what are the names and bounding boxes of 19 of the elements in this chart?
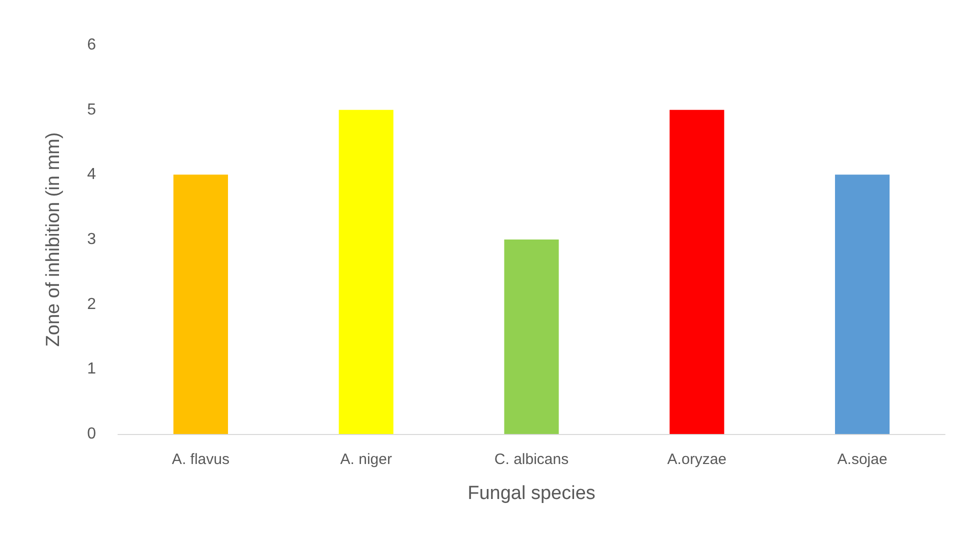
x-tick-label: A. flavus xyxy=(172,451,230,468)
y-tick-label: 5 xyxy=(87,101,96,118)
x-tick-label: A.sojae xyxy=(837,451,888,468)
y-tick-label: 0 xyxy=(87,426,96,442)
bar xyxy=(173,174,228,434)
y-axis-title: Zone of inhibition (in mm) xyxy=(43,132,64,347)
x-tick-label: C. albicans xyxy=(494,451,569,468)
y-tick-label: 4 xyxy=(87,166,96,184)
x-tick-label: A. niger xyxy=(340,451,392,468)
x-axis-title: Fungal species xyxy=(468,483,596,504)
bar xyxy=(504,240,559,434)
y-tick-label: 6 xyxy=(87,36,96,54)
bar xyxy=(338,110,394,434)
bar xyxy=(670,110,724,434)
bar xyxy=(835,174,890,434)
y-tick-label: 3 xyxy=(87,231,96,248)
x-tick-label: A.oryzae xyxy=(667,451,726,468)
y-tick-label: 2 xyxy=(87,296,96,313)
y-tick-label: 1 xyxy=(87,360,96,378)
